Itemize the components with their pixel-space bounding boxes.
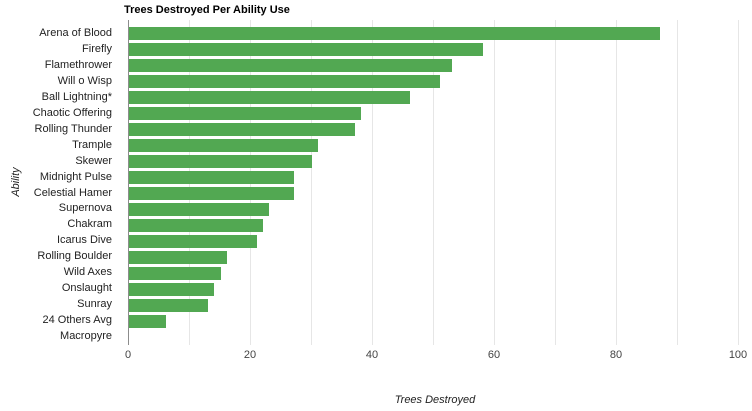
- bar: [129, 282, 215, 296]
- bar-series: [128, 26, 742, 345]
- bar: [129, 139, 319, 153]
- category-label: Ball Lightning*: [41, 90, 112, 103]
- y-axis-line: [128, 20, 129, 345]
- bar: [129, 27, 660, 41]
- category-label: 24 Others Avg: [42, 314, 112, 327]
- x-tick-label: 40: [365, 349, 379, 361]
- category-label: Celestial Hamer: [33, 186, 112, 199]
- category-label: Midnight Pulse: [39, 170, 112, 183]
- gridline: [555, 20, 556, 345]
- bar: [129, 91, 410, 105]
- x-tick-label: 60: [487, 349, 501, 361]
- category-label: Firefly: [82, 42, 112, 55]
- bar: [129, 218, 264, 232]
- bar: [129, 171, 294, 185]
- y-axis-category-labels: Arena of Blood Firefly Flamethrower Will o …: [0, 26, 120, 345]
- category-label: Skewer: [75, 154, 112, 167]
- bar: [129, 75, 441, 89]
- bar: [129, 43, 483, 57]
- category-label: Will o Wisp: [57, 74, 112, 87]
- bar: [129, 107, 361, 121]
- category-label: Rolling Thunder: [34, 122, 112, 135]
- gridline: [677, 20, 678, 345]
- category-label: Icarus Dive: [56, 234, 112, 247]
- x-tick-label: 20: [243, 349, 257, 361]
- x-tick-label: 80: [609, 349, 623, 361]
- y-axis-title: Ability: [10, 167, 22, 197]
- gridline: [616, 20, 617, 345]
- category-label: Onslaught: [61, 282, 112, 295]
- category-label: Arena of Blood: [39, 27, 112, 39]
- bar: [129, 186, 294, 200]
- chart-title: Trees Destroyed Per Ability Use: [124, 4, 290, 16]
- category-label: Wild Axes: [63, 266, 112, 279]
- category-label: Chaotic Offering: [32, 106, 112, 119]
- bar: [129, 59, 453, 73]
- x-tick-label: 0: [124, 349, 132, 361]
- category-label: Trample: [72, 138, 112, 151]
- bar: [129, 250, 227, 264]
- gridline: [738, 20, 739, 345]
- bar: [129, 234, 258, 248]
- bar: [129, 202, 270, 216]
- x-axis-title: Trees Destroyed: [394, 394, 476, 406]
- category-label: Macropyre: [60, 330, 112, 343]
- gridline: [311, 20, 312, 345]
- bar: [129, 298, 209, 312]
- category-label: Sunray: [77, 298, 112, 311]
- gridline: [433, 20, 434, 345]
- category-label: Flamethrower: [44, 58, 112, 71]
- x-tick-label: 100: [728, 349, 748, 361]
- bar: [129, 314, 166, 328]
- gridline: [494, 20, 495, 345]
- bar: [129, 123, 355, 137]
- bar: [129, 266, 221, 280]
- category-label: Chakram: [67, 218, 112, 231]
- gridline: [372, 20, 373, 345]
- bar: [129, 155, 312, 169]
- category-label: Supernova: [58, 202, 112, 215]
- category-label: Rolling Boulder: [37, 250, 112, 263]
